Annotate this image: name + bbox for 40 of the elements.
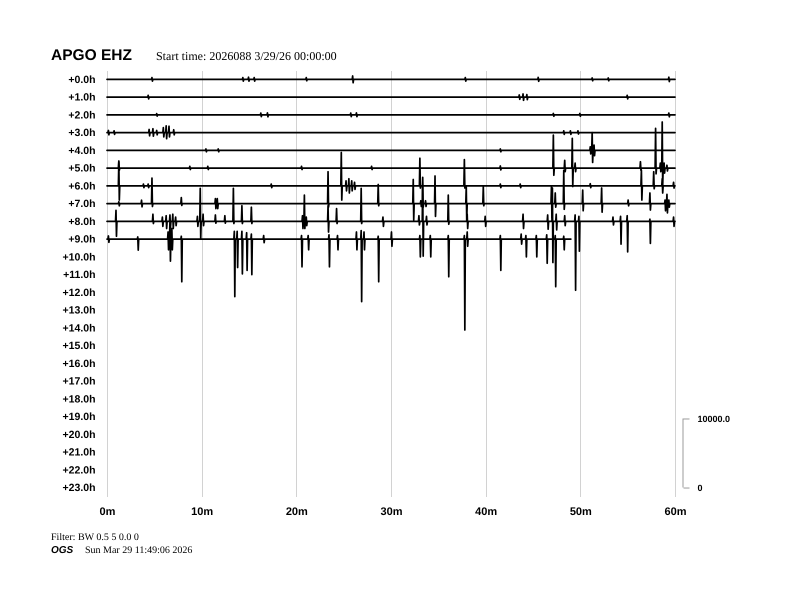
- y-tick-label: +5.0h: [68, 162, 96, 175]
- y-tick-label: +14.0h: [62, 322, 96, 334]
- line-series: [106, 93, 676, 102]
- y2-tick-label: 0: [698, 483, 703, 494]
- x-tick-label: 20m: [286, 506, 308, 518]
- x-tick-label: 10m: [191, 506, 214, 518]
- y-tick-label: +11.0h: [63, 269, 96, 282]
- y2-tick-label: 10000.0: [698, 414, 730, 424]
- y-tick-label: +20.0h: [62, 428, 96, 441]
- y-tick-label: +1.0h: [68, 92, 96, 104]
- text: Sun Mar 29 11:49:06 2026: [85, 545, 192, 556]
- x-tick-label: 0m: [100, 506, 116, 518]
- y-tick-label: +22.0h: [62, 464, 96, 476]
- x-tick-label: 50m: [570, 506, 592, 518]
- y-tick-label: +15.0h: [62, 340, 96, 352]
- text: Filter: BW 0.5 5 0.0 0: [51, 532, 139, 543]
- y-tick-label: +4.0h: [68, 144, 96, 157]
- chart-title: APGO EHZ: [51, 47, 132, 64]
- y-tick-label: +6.0h: [68, 180, 96, 192]
- line-series: [106, 75, 676, 84]
- y-tick-label: +0.0h: [68, 74, 96, 86]
- y-tick-label: +2.0h: [68, 109, 96, 122]
- y-tick-label: +16.0h: [62, 358, 96, 370]
- x-tick-label: 60m: [664, 506, 687, 518]
- text: OGS: [51, 545, 74, 556]
- chart-subtitle: Start time: 2026088 3/29/26 00:00:00: [156, 49, 337, 63]
- y-tick-label: +17.0h: [62, 376, 96, 388]
- y-tick-label: +18.0h: [62, 393, 96, 406]
- y-tick-label: +12.0h: [62, 286, 96, 299]
- y-tick-label: +10.0h: [62, 251, 96, 264]
- x-tick-label: 30m: [380, 506, 403, 518]
- y-tick-label: +21.0h: [62, 446, 96, 459]
- x-tick-label: 40m: [475, 506, 498, 518]
- y-tick-label: +3.0h: [68, 127, 96, 140]
- y-tick-label: +8.0h: [68, 216, 96, 228]
- y-tick-label: +9.0h: [68, 234, 96, 246]
- y-tick-label: +23.0h: [62, 482, 96, 494]
- y-tick-label: +19.0h: [62, 411, 96, 424]
- y-tick-label: +13.0h: [62, 304, 96, 317]
- y-tick-label: +7.0h: [68, 198, 96, 210]
